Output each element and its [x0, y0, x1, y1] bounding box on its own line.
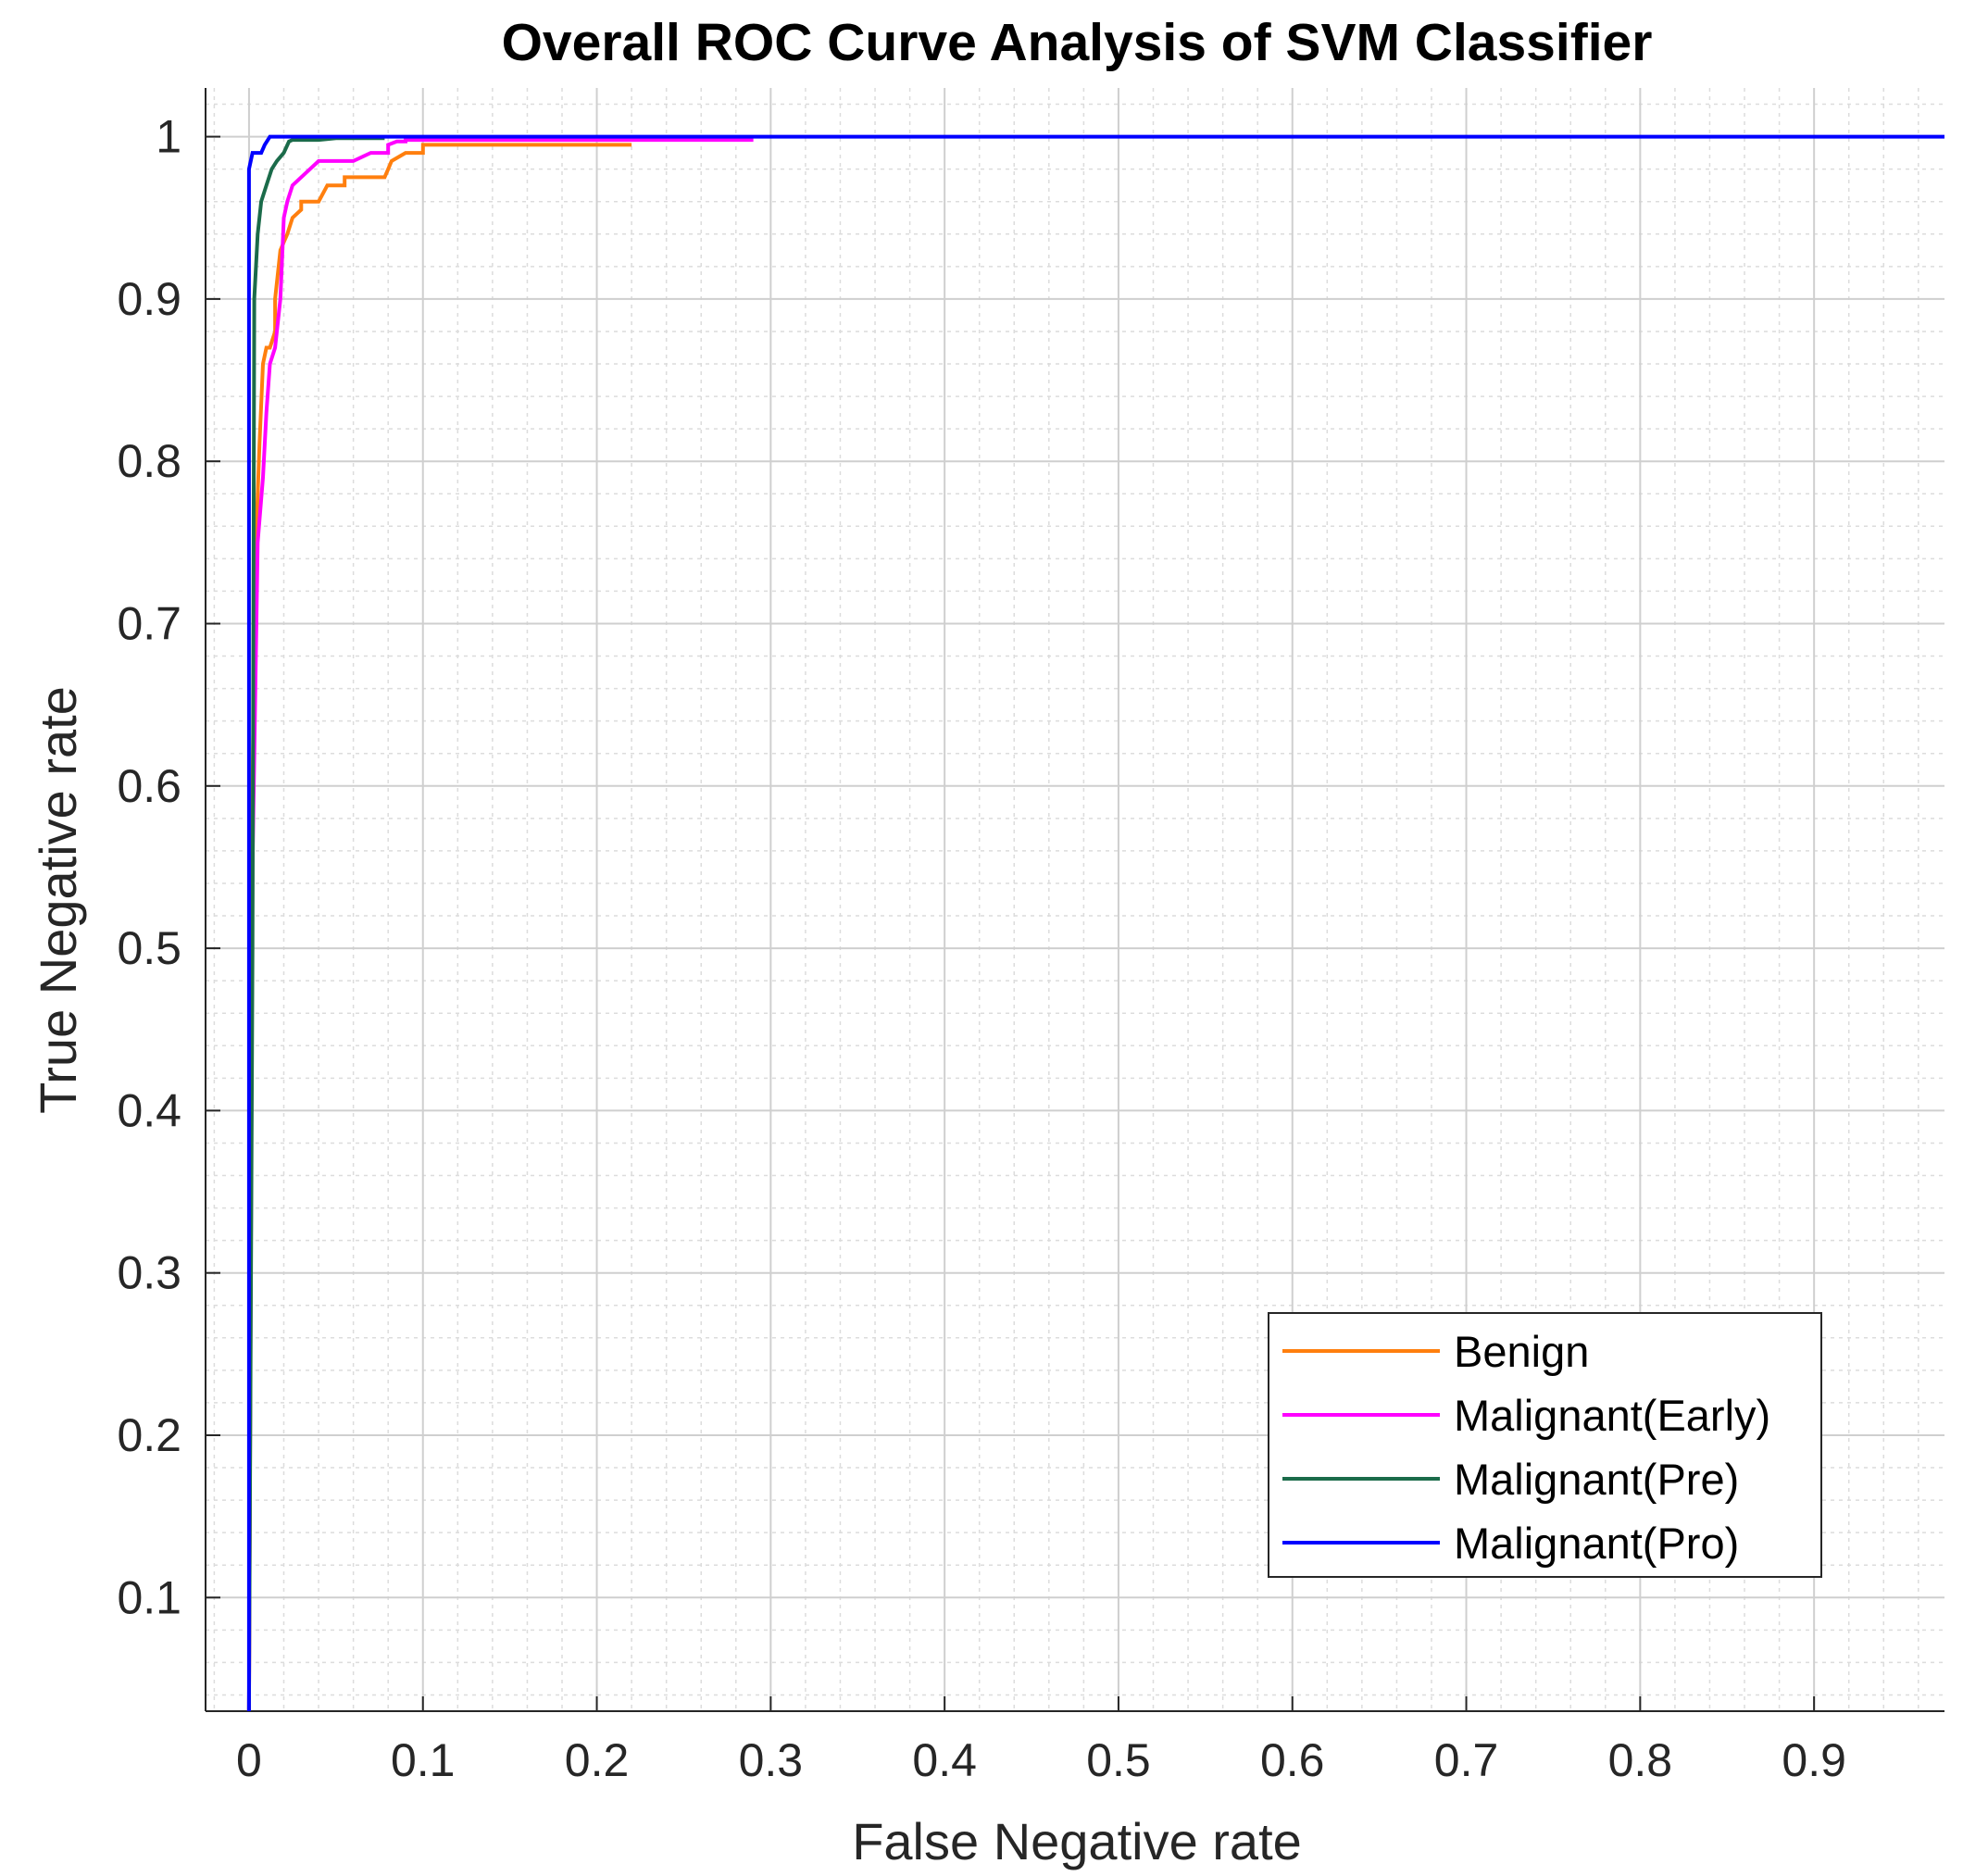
x-tick-label: 0.6 [1260, 1734, 1325, 1786]
y-tick-label: 0.4 [117, 1084, 181, 1136]
legend-label-malignant-early: Malignant(Early) [1454, 1391, 1770, 1440]
y-ticks: 0.1 0.2 0.3 0.4 0.5 0.6 0.7 0.8 0.9 1 [117, 111, 220, 1623]
x-tick-label: 0.8 [1608, 1734, 1673, 1786]
x-tick-label: 0.9 [1782, 1734, 1846, 1786]
series-line-benign [246, 143, 632, 1712]
x-tick-label: 0.7 [1434, 1734, 1499, 1786]
y-tick-label: 0.2 [117, 1409, 181, 1461]
y-tick-label: 0.5 [117, 922, 181, 974]
x-axis-label: False Negative rate [852, 1812, 1302, 1870]
chart-title: Overall ROC Curve Analysis of SVM Classi… [502, 13, 1653, 72]
x-tick-label: 0 [236, 1734, 262, 1786]
x-tick-label: 0.3 [739, 1734, 804, 1786]
y-tick-label: 0.9 [117, 273, 181, 325]
y-tick-label: 1 [156, 111, 181, 163]
y-tick-label: 0.6 [117, 760, 181, 812]
x-tick-label: 0.1 [391, 1734, 456, 1786]
legend-label-benign: Benign [1454, 1327, 1589, 1376]
legend-items: Benign Malignant(Early) Malignant(Pre) Mali… [1282, 1327, 1770, 1568]
series-lines [246, 134, 1944, 1712]
x-tick-label: 0.4 [912, 1734, 977, 1786]
y-tick-label: 0.3 [117, 1247, 181, 1299]
x-tick-label: 0.2 [565, 1734, 630, 1786]
legend-box [1268, 1312, 1822, 1578]
legend: Benign Malignant(Early) Malignant(Pre) Mali… [1268, 1312, 1822, 1578]
legend-label-malignant-pre: Malignant(Pre) [1454, 1455, 1739, 1504]
series-line-malignant-pro [246, 134, 1944, 1711]
x-tick-label: 0.5 [1086, 1734, 1151, 1786]
axes [205, 88, 1944, 1712]
y-tick-label: 0.7 [117, 597, 181, 649]
series-line-malignant-pre [246, 136, 385, 1712]
legend-label-malignant-pro: Malignant(Pro) [1454, 1519, 1739, 1568]
y-tick-label: 0.1 [117, 1571, 181, 1623]
y-tick-label: 0.8 [117, 435, 181, 487]
y-axis-label: True Negative rate [29, 686, 87, 1114]
x-ticks: 0 0.1 0.2 0.3 0.4 0.5 0.6 0.7 0.8 0.9 [236, 1696, 1846, 1786]
series-line-malignant-early [246, 138, 754, 1712]
